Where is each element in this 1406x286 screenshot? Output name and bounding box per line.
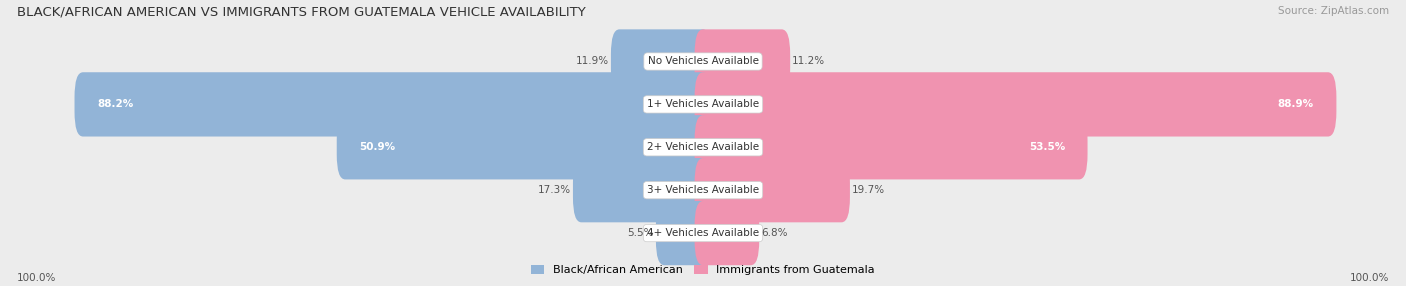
Text: 53.5%: 53.5% (1029, 142, 1066, 152)
Text: 11.2%: 11.2% (793, 57, 825, 66)
Text: 3+ Vehicles Available: 3+ Vehicles Available (647, 185, 759, 195)
FancyBboxPatch shape (612, 29, 711, 94)
Text: 4+ Vehicles Available: 4+ Vehicles Available (647, 228, 759, 238)
FancyBboxPatch shape (75, 72, 711, 136)
FancyBboxPatch shape (337, 115, 711, 179)
Text: 5.5%: 5.5% (627, 228, 654, 238)
Text: 88.2%: 88.2% (97, 100, 134, 109)
Text: 17.3%: 17.3% (537, 185, 571, 195)
FancyBboxPatch shape (695, 158, 849, 222)
FancyBboxPatch shape (695, 72, 1337, 136)
Text: 19.7%: 19.7% (852, 185, 886, 195)
Text: 100.0%: 100.0% (1350, 273, 1389, 283)
Legend: Black/African American, Immigrants from Guatemala: Black/African American, Immigrants from … (526, 261, 880, 280)
Text: 6.8%: 6.8% (762, 228, 787, 238)
FancyBboxPatch shape (655, 201, 711, 265)
Text: Source: ZipAtlas.com: Source: ZipAtlas.com (1278, 6, 1389, 16)
Text: 2+ Vehicles Available: 2+ Vehicles Available (647, 142, 759, 152)
FancyBboxPatch shape (695, 201, 759, 265)
Text: 100.0%: 100.0% (17, 273, 56, 283)
Text: 1+ Vehicles Available: 1+ Vehicles Available (647, 100, 759, 109)
Text: 88.9%: 88.9% (1278, 100, 1315, 109)
FancyBboxPatch shape (695, 29, 790, 94)
Text: BLACK/AFRICAN AMERICAN VS IMMIGRANTS FROM GUATEMALA VEHICLE AVAILABILITY: BLACK/AFRICAN AMERICAN VS IMMIGRANTS FRO… (17, 6, 586, 19)
FancyBboxPatch shape (695, 115, 1088, 179)
Text: 11.9%: 11.9% (575, 57, 609, 66)
Text: 50.9%: 50.9% (360, 142, 395, 152)
Text: No Vehicles Available: No Vehicles Available (648, 57, 758, 66)
FancyBboxPatch shape (574, 158, 711, 222)
